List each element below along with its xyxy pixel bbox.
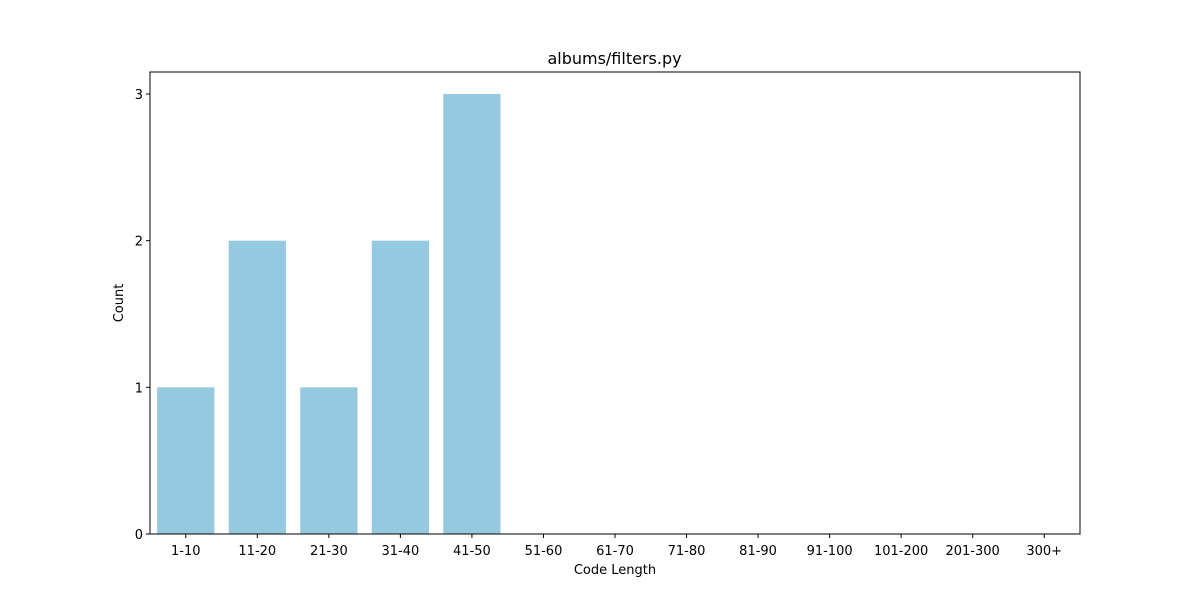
x-tick-label: 21-30 bbox=[310, 544, 348, 559]
x-axis: 1-10 11-20 21-30 31-40 41-50 51-60 61-70 71-80 8… bbox=[171, 534, 1062, 559]
bar-11-20 bbox=[228, 240, 286, 534]
chart-title: albums/filters.py bbox=[547, 49, 681, 68]
x-tick-label: 300+ bbox=[1026, 544, 1062, 559]
bar-21-30 bbox=[300, 387, 358, 534]
x-tick-label: 31-40 bbox=[381, 544, 419, 559]
y-tick-label: 2 bbox=[135, 235, 143, 250]
y-tick-label: 3 bbox=[135, 88, 143, 103]
bar-41-50 bbox=[443, 94, 501, 534]
y-axis-title: Count bbox=[112, 284, 127, 323]
x-tick-label: 1-10 bbox=[171, 544, 201, 559]
x-tick-label: 81-90 bbox=[739, 544, 777, 559]
x-tick-label: 11-20 bbox=[238, 544, 276, 559]
bar-31-40 bbox=[371, 240, 429, 534]
y-axis: 0 1 2 3 bbox=[135, 88, 150, 543]
plot-frame bbox=[149, 71, 1081, 535]
y-tick-label: 0 bbox=[135, 528, 143, 543]
x-tick-label: 91-100 bbox=[807, 544, 853, 559]
x-tick-label: 41-50 bbox=[453, 544, 491, 559]
bar-1-10 bbox=[157, 387, 215, 534]
bars bbox=[157, 94, 501, 534]
x-axis-title: Code Length bbox=[574, 563, 656, 578]
x-tick-label: 51-60 bbox=[525, 544, 563, 559]
x-tick-label: 101-200 bbox=[874, 544, 928, 559]
x-tick-label: 201-300 bbox=[946, 544, 1000, 559]
x-tick-label: 71-80 bbox=[668, 544, 706, 559]
x-tick-label: 61-70 bbox=[596, 544, 634, 559]
y-tick-label: 1 bbox=[135, 381, 143, 396]
